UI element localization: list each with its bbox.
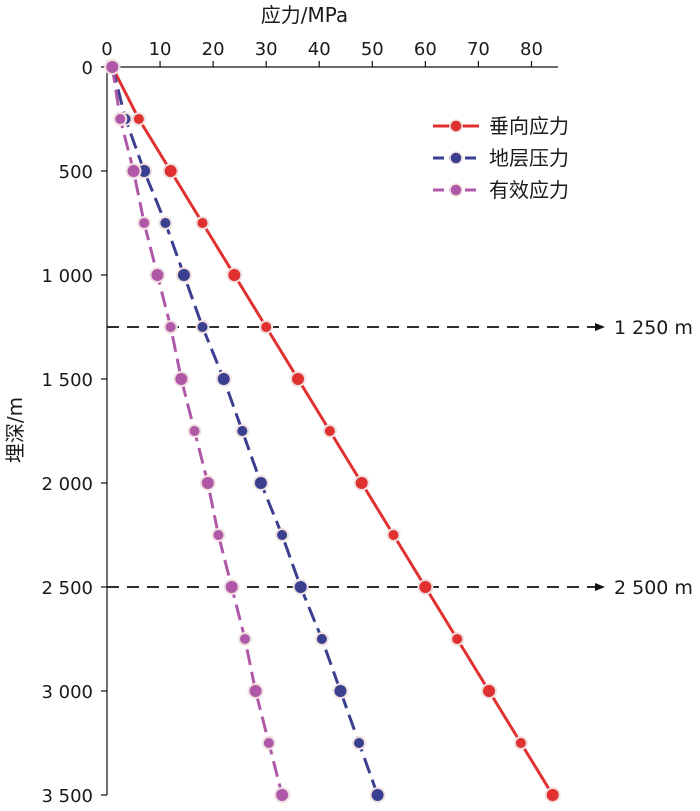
data-point <box>450 632 465 646</box>
x-tick-label: 20 <box>202 39 225 60</box>
data-point <box>237 632 252 646</box>
legend-item: 垂向应力 <box>433 114 569 138</box>
data-point <box>386 528 401 542</box>
legend-item: 有效应力 <box>433 178 569 202</box>
legend-swatch-marker <box>449 183 463 197</box>
data-point <box>322 424 337 438</box>
data-point <box>223 579 240 595</box>
y-axis-title: 埋深/m <box>3 397 27 463</box>
data-point <box>261 736 276 750</box>
data-point <box>513 736 528 750</box>
y-tick-label: 3 000 <box>41 682 93 703</box>
data-point <box>173 371 190 387</box>
legend-label: 有效应力 <box>489 178 569 202</box>
data-point <box>290 371 307 387</box>
data-point <box>187 424 202 438</box>
data-point <box>235 424 250 438</box>
data-point <box>163 320 178 334</box>
data-point <box>544 787 561 803</box>
data-point <box>274 787 291 803</box>
depth-annotations: 1 250 m 2 500 m <box>107 317 693 599</box>
x-tick-label: 50 <box>361 39 384 60</box>
x-tick-label: 70 <box>467 39 490 60</box>
y-tick-label: 2 500 <box>41 578 93 599</box>
depth-marker-label: 1 250 m <box>614 317 693 339</box>
data-point <box>113 112 128 126</box>
data-point <box>369 787 386 803</box>
data-point <box>226 267 243 283</box>
data-point <box>149 267 166 283</box>
data-point <box>131 112 146 126</box>
data-point <box>175 267 192 283</box>
data-point <box>211 528 226 542</box>
series-group <box>104 59 561 803</box>
legend-label: 地层压力 <box>489 146 569 170</box>
data-point <box>292 579 309 595</box>
data-point <box>137 216 152 230</box>
depth-marker-label: 2 500 m <box>614 577 693 599</box>
data-point <box>247 683 264 699</box>
x-tick-label: 0 <box>101 39 112 60</box>
legend-label: 垂向应力 <box>489 114 569 138</box>
data-point <box>352 736 367 750</box>
data-point <box>417 579 434 595</box>
data-point <box>125 163 142 179</box>
legend-item: 地层压力 <box>433 146 569 170</box>
data-point <box>259 320 274 334</box>
x-tick-label: 30 <box>255 39 278 60</box>
legend-swatch-marker <box>449 119 463 133</box>
x-tick-label: 40 <box>308 39 331 60</box>
y-tick-label: 0 <box>82 58 93 79</box>
data-point <box>314 632 329 646</box>
data-point <box>104 59 121 75</box>
y-tick-label: 1 000 <box>41 266 93 287</box>
x-axis-title: 应力/MPa <box>261 3 348 27</box>
series-3 <box>104 59 291 803</box>
data-point <box>252 475 269 491</box>
legend-swatch-marker <box>449 151 463 165</box>
x-tick-label: 80 <box>520 39 543 60</box>
y-tick-label: 3 500 <box>41 786 93 807</box>
axes: 0 10 20 30 40 50 60 70 80 0 500 1 000 1 500 2 000 2 50… <box>41 39 558 807</box>
data-point <box>332 683 349 699</box>
data-point <box>353 475 370 491</box>
data-point <box>158 216 173 230</box>
data-point <box>195 216 210 230</box>
y-tick-label: 2 000 <box>41 474 93 495</box>
y-tick-label: 500 <box>59 162 93 183</box>
y-tick-label: 1 500 <box>41 370 93 391</box>
data-point <box>162 163 179 179</box>
series-line <box>110 66 380 796</box>
x-tick-label: 60 <box>414 39 437 60</box>
data-point <box>215 371 232 387</box>
data-point <box>275 528 290 542</box>
data-point <box>481 683 498 699</box>
series-2 <box>104 59 386 803</box>
data-point <box>199 475 216 491</box>
data-point <box>195 320 210 334</box>
x-tick-label: 10 <box>149 39 172 60</box>
